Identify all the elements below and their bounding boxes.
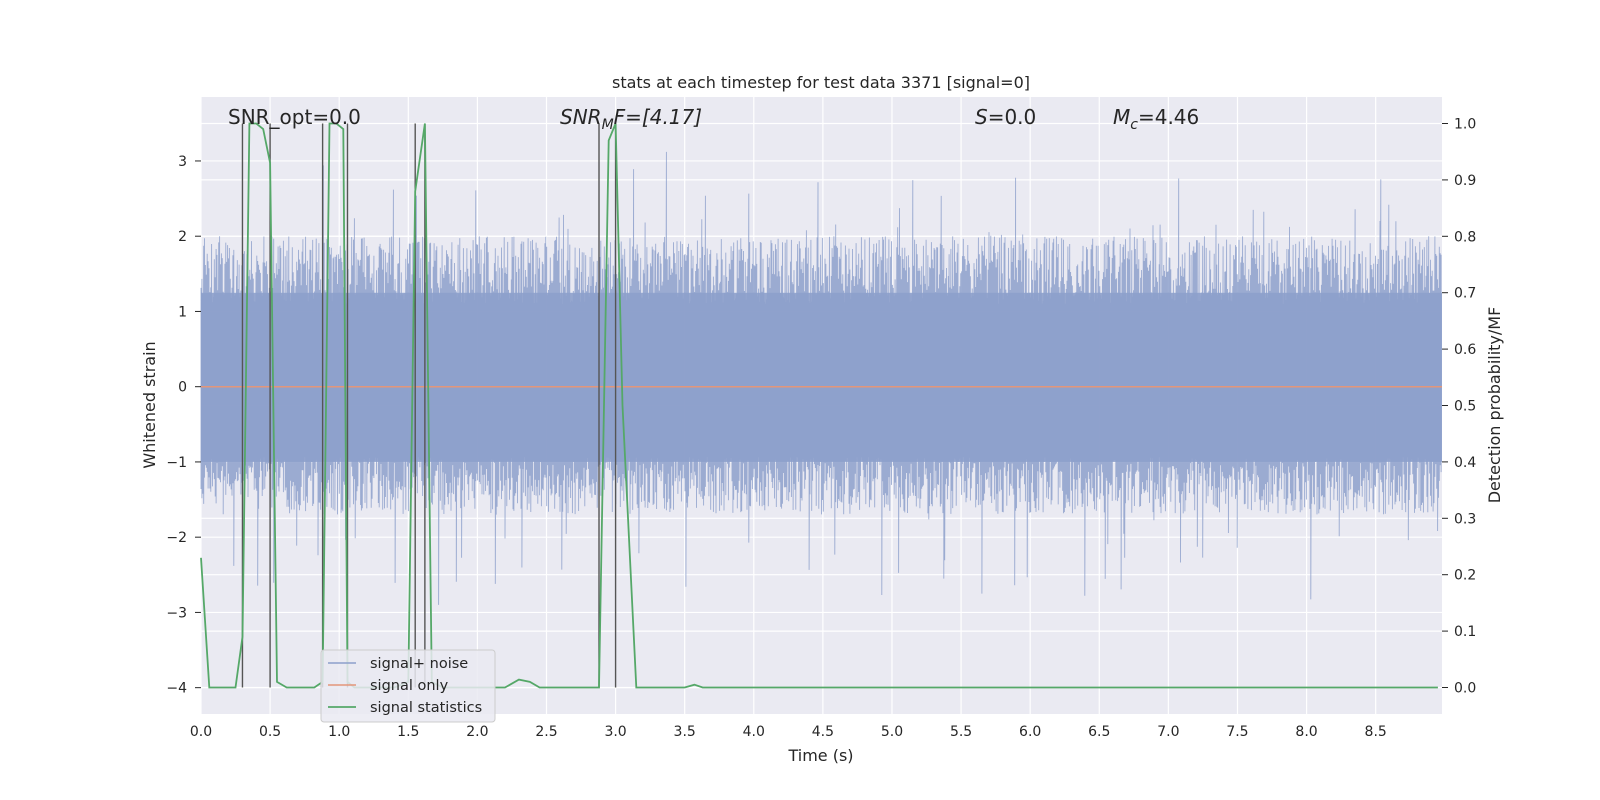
x-tick-label: 8.0 [1295, 724, 1317, 740]
x-tick-label: 5.0 [881, 724, 903, 740]
x-tick-labels: 0.0 0.5 1.0 1.5 2.0 2.5 3.0 3.5 4.0 4.5 5.0 5.5 6.0 6… [190, 724, 1387, 740]
x-tick-label: 6.0 [1019, 724, 1041, 740]
y-tick-label: 0 [178, 380, 187, 396]
annotation-s-rest: =0.0 [988, 105, 1037, 129]
annotation-snr-mf-base: SNR [560, 105, 602, 129]
y2-tick-label: 0.2 [1454, 568, 1476, 584]
x-tick-label: 4.5 [812, 724, 834, 740]
y2-tick-labels: 1.0 0.9 0.8 0.7 0.6 0.5 0.4 0.3 0.2 0.1 0.0 [1442, 117, 1476, 696]
x-tick-label: 8.5 [1365, 724, 1387, 740]
annotation-mc-sub: c [1130, 117, 1138, 133]
annotation-mc-rest: =4.46 [1138, 105, 1199, 129]
annotation-s-italic: S [975, 105, 988, 129]
y2-tick-label: 0.8 [1454, 229, 1476, 245]
signal-noise-series [200, 151, 1442, 605]
annotation-snr-mf-sub: M [602, 117, 614, 133]
legend-label-statistics: signal statistics [370, 700, 482, 716]
legend-label-signal-only: signal only [370, 678, 449, 694]
y-tick-label: 1 [178, 304, 187, 320]
x-tick-label: 7.0 [1157, 724, 1179, 740]
legend-box [320, 649, 496, 723]
x-tick-label: 3.5 [674, 724, 696, 740]
annotation-mc: Mc=4.46 [1113, 105, 1199, 133]
y2-tick-label: 0.1 [1454, 624, 1476, 640]
y2-tick-label: 0.4 [1454, 455, 1476, 471]
x-axis-label: Time (s) [787, 746, 853, 765]
x-tick-label: 0.5 [259, 724, 281, 740]
y2-tick-label: 0.9 [1454, 173, 1476, 189]
noise-core [201, 292, 1442, 462]
x-tick-label: 5.5 [950, 724, 972, 740]
annotation-snr-mf: SNRMF=[4.17] [560, 105, 702, 133]
y2-tick-label: 1.0 [1454, 117, 1476, 133]
x-tick-label: 4.0 [743, 724, 765, 740]
y2-axis-label: Detection probability/MF [1485, 307, 1504, 504]
x-tick-label: 0.0 [190, 724, 212, 740]
x-tick-label: 1.0 [328, 724, 350, 740]
annotation-mc-base: M [1113, 105, 1130, 129]
annotation-snr-mf-rest: F=[4.17] [614, 105, 702, 129]
x-tick-label: 6.5 [1088, 724, 1110, 740]
y-tick-label: 2 [178, 229, 187, 245]
y2-tick-label: 0.0 [1454, 680, 1476, 696]
y2-tick-label: 0.6 [1454, 342, 1476, 358]
y-tick-label: 3 [178, 154, 187, 170]
y2-tick-label: 0.3 [1454, 511, 1476, 527]
annotation-s: S=0.0 [975, 105, 1036, 129]
annotation-snr-opt: SNR_opt=0.0 [228, 105, 361, 129]
y-tick-labels: 3 2 1 0 −1 −2 −3 −4 [166, 154, 201, 697]
x-tick-label: 2.5 [535, 724, 557, 740]
x-tick-label: 1.5 [397, 724, 419, 740]
y-tick-label: −3 [166, 605, 187, 621]
y2-tick-label: 0.5 [1454, 399, 1476, 415]
y-axis-label: Whitened strain [140, 341, 159, 468]
y-tick-label: −2 [166, 530, 187, 546]
x-tick-label: 2.0 [466, 724, 488, 740]
legend: signal+ noise signal only signal statist… [320, 649, 496, 723]
x-tick-label: 7.5 [1226, 724, 1248, 740]
y-tick-label: −4 [166, 681, 187, 697]
x-tick-label: 3.0 [604, 724, 626, 740]
legend-label-noise: signal+ noise [370, 656, 468, 672]
y2-tick-label: 0.7 [1454, 286, 1476, 302]
y-tick-label: −1 [166, 455, 187, 471]
chart-title: stats at each timestep for test data 337… [612, 73, 1030, 92]
